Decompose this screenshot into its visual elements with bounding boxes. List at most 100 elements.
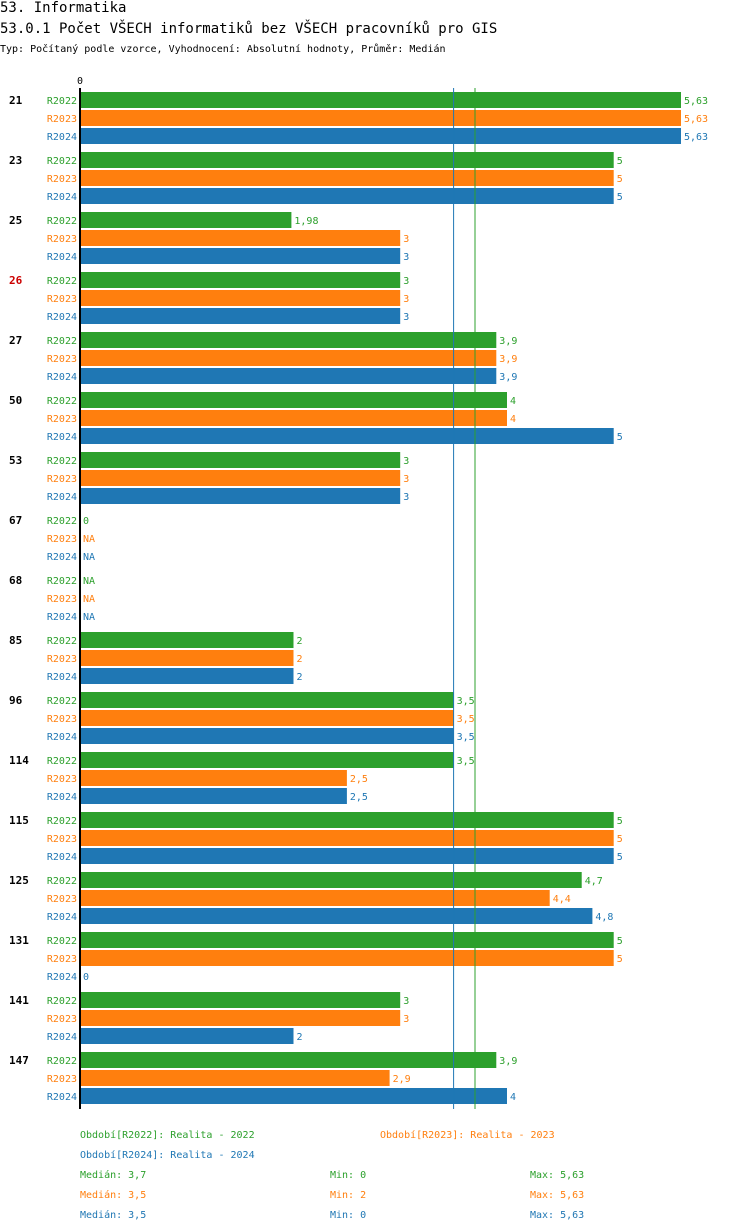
bar [80,770,347,786]
category-label: 147 [9,1054,29,1067]
bar [80,452,401,468]
series-row-label: R2022 [47,996,77,1007]
series-row-label: R2022 [47,216,77,227]
data-label: 3 [403,252,409,263]
bar [80,350,497,366]
stat-median: Medián: 3,5 [80,1209,146,1221]
page-title: 53. Informatika [0,0,127,16]
series-row-label: R2024 [47,912,77,923]
series-row-label: R2022 [47,156,77,167]
data-label: 5 [617,174,623,185]
series-row-label: R2022 [47,396,77,407]
series-row-label: R2024 [47,312,77,323]
bar [80,908,593,924]
series-row-label: R2024 [47,432,77,443]
data-label: 3 [403,996,409,1007]
series-row-label: R2023 [47,894,77,905]
series-row-label: R2024 [47,1032,77,1043]
data-label: 0 [83,972,89,983]
stat-min: Min: 0 [330,1170,366,1181]
data-label: 3 [403,312,409,323]
data-label: 3 [403,234,409,245]
stat-median: Medián: 3,5 [80,1189,146,1201]
bar [80,692,454,708]
data-label: 5 [617,192,623,203]
data-label: NA [83,576,95,587]
data-label: 2,5 [350,774,368,785]
bar [80,212,292,228]
stat-median: Medián: 3,7 [80,1169,146,1181]
data-label: 3,5 [457,756,475,767]
data-label: 2 [297,636,303,647]
series-row-label: R2023 [47,354,77,365]
legend-entry: Období[R2024]: Realita - 2024 [80,1149,255,1161]
axis-zero-label: 0 [77,76,83,87]
category-label: 131 [9,934,29,947]
data-label: 5,63 [684,132,708,143]
category-label: 115 [9,814,29,827]
series-row-label: R2022 [47,336,77,347]
bar [80,668,294,684]
legend-entry: Období[R2023]: Realita - 2023 [380,1129,555,1141]
bar [80,170,614,186]
series-row-label: R2023 [47,714,77,725]
series-row-label: R2023 [47,594,77,605]
series-row-label: R2024 [47,252,77,263]
series-row-label: R2022 [47,876,77,887]
data-label: 4,4 [553,894,571,905]
bar [80,470,401,486]
bar [80,710,454,726]
bar [80,248,401,264]
series-row-label: R2024 [47,852,77,863]
bar [80,188,614,204]
bar [80,950,614,966]
series-row-label: R2023 [47,1074,77,1085]
data-label: 5,63 [684,96,708,107]
series-row-label: R2024 [47,612,77,623]
series-row-label: R2024 [47,192,77,203]
bar [80,230,401,246]
data-label: NA [83,594,95,605]
data-label: 3 [403,456,409,467]
data-label: 3 [403,1014,409,1025]
legend-entry: Období[R2022]: Realita - 2022 [80,1129,255,1141]
series-row-label: R2022 [47,456,77,467]
bar [80,308,401,324]
category-label: 50 [9,394,22,407]
category-label: 27 [9,334,22,347]
category-label: 125 [9,874,29,887]
bar [80,932,614,948]
series-row-label: R2022 [47,96,77,107]
series-row-label: R2023 [47,174,77,185]
bar [80,1070,390,1086]
data-label: 5 [617,816,623,827]
data-label: 3 [403,276,409,287]
category-label: 67 [9,514,22,527]
bar [80,812,614,828]
category-label: 23 [9,154,22,167]
stat-max: Max: 5,63 [530,1190,584,1201]
data-label: 4 [510,414,516,425]
bar [80,488,401,504]
bar [80,290,401,306]
series-row-label: R2022 [47,816,77,827]
series-row-label: R2022 [47,756,77,767]
data-label: 2,5 [350,792,368,803]
bar [80,632,294,648]
series-row-label: R2023 [47,834,77,845]
series-row-label: R2023 [47,654,77,665]
data-label: 2,9 [393,1074,411,1085]
series-row-label: R2023 [47,414,77,425]
series-row-label: R2023 [47,234,77,245]
series-row-label: R2023 [47,1014,77,1025]
series-row-label: R2023 [47,954,77,965]
data-label: 2 [297,654,303,665]
series-row-label: R2024 [47,732,77,743]
stat-min: Min: 0 [330,1210,366,1221]
bar [80,872,582,888]
category-label: 21 [9,94,23,107]
series-row-label: R2023 [47,534,77,545]
series-row-label: R2022 [47,576,77,587]
series-row-label: R2022 [47,636,77,647]
